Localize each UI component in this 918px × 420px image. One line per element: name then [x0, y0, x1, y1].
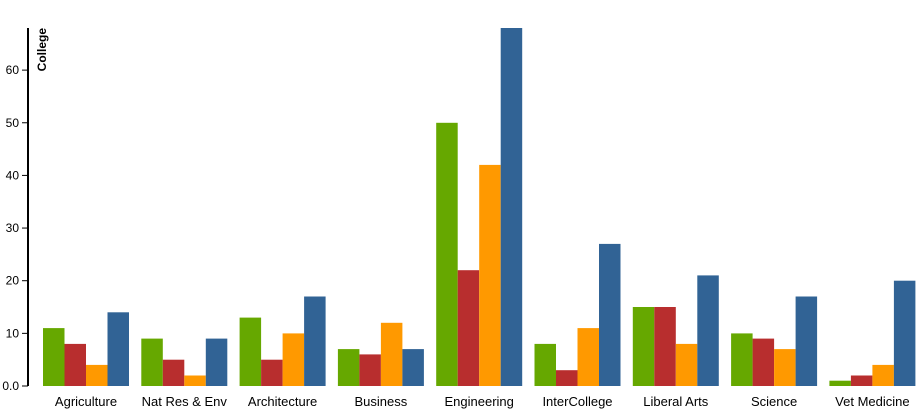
x-axis-labels: Agriculture Nat Res & Env Architecture Busi…: [55, 394, 910, 409]
bar-business-series-2: [359, 354, 381, 386]
bar-engineering-series-1: [436, 122, 458, 387]
bar-vet-medicine-series-4: [893, 280, 916, 386]
bar-business-series-1: [337, 349, 360, 386]
bar-agriculture-series-3: [86, 364, 108, 386]
bar-nat-res-env-series-4: [205, 338, 228, 386]
bar-engineering-series-3: [479, 164, 501, 386]
bar-liberal-arts-series-4: [697, 275, 719, 386]
bar-intercollege-series-2: [556, 370, 578, 386]
bar-business-series-4: [402, 349, 424, 386]
bar-liberal-arts-series-1: [632, 307, 655, 386]
bar-business-series-3: [380, 322, 403, 386]
y-tick-label: 60: [6, 63, 20, 77]
x-category-label: Science: [751, 394, 797, 409]
bar-intercollege-series-1: [534, 343, 556, 386]
bar-science-series-3: [774, 349, 796, 386]
x-category-label: Nat Res & Env: [142, 394, 228, 409]
x-category-label: Vet Medicine: [835, 394, 909, 409]
y-tick-label: 30: [6, 221, 20, 235]
bars: [43, 28, 916, 387]
bar-engineering-series-2: [457, 270, 480, 386]
x-category-label: Agriculture: [55, 394, 117, 409]
x-category-label: InterCollege: [542, 394, 612, 409]
bar-science-series-1: [731, 333, 753, 386]
bar-liberal-arts-series-3: [675, 343, 698, 386]
bar-intercollege-series-3: [577, 328, 599, 386]
y-tick-label: 0.0: [2, 379, 19, 393]
bar-engineering-series-4: [500, 28, 523, 386]
bar-vet-medicine-series-1: [829, 380, 851, 386]
x-category-label: Business: [355, 394, 408, 409]
bar-vet-medicine-series-2: [850, 375, 873, 386]
y-tick-label: 20: [6, 274, 20, 288]
bar-architecture-series-3: [282, 333, 305, 386]
y-tick-label: 50: [6, 116, 20, 130]
x-category-label: Engineering: [445, 394, 514, 409]
bar-nat-res-env-series-3: [184, 375, 206, 386]
bar-architecture-series-4: [304, 296, 326, 386]
x-category-label: Liberal Arts: [643, 394, 709, 409]
bar-agriculture-series-4: [107, 312, 129, 386]
bar-nat-res-env-series-2: [162, 359, 185, 386]
y-axis: 0.0 10 20 30 40 50 60: [2, 28, 29, 393]
bar-agriculture-series-2: [64, 343, 86, 386]
x-category-label: Architecture: [248, 394, 317, 409]
y-tick-label: 10: [6, 326, 20, 340]
bar-vet-medicine-series-3: [872, 364, 894, 386]
bar-science-series-2: [752, 338, 775, 386]
bar-architecture-series-1: [239, 317, 262, 386]
y-tick-label: 40: [6, 168, 20, 182]
bar-intercollege-series-4: [599, 243, 621, 386]
bar-nat-res-env-series-1: [141, 338, 163, 386]
bar-architecture-series-2: [261, 359, 283, 386]
bar-science-series-4: [795, 296, 818, 386]
bar-liberal-arts-series-2: [654, 307, 676, 386]
y-axis-title: College: [35, 28, 49, 72]
bar-agriculture-series-1: [43, 328, 65, 386]
